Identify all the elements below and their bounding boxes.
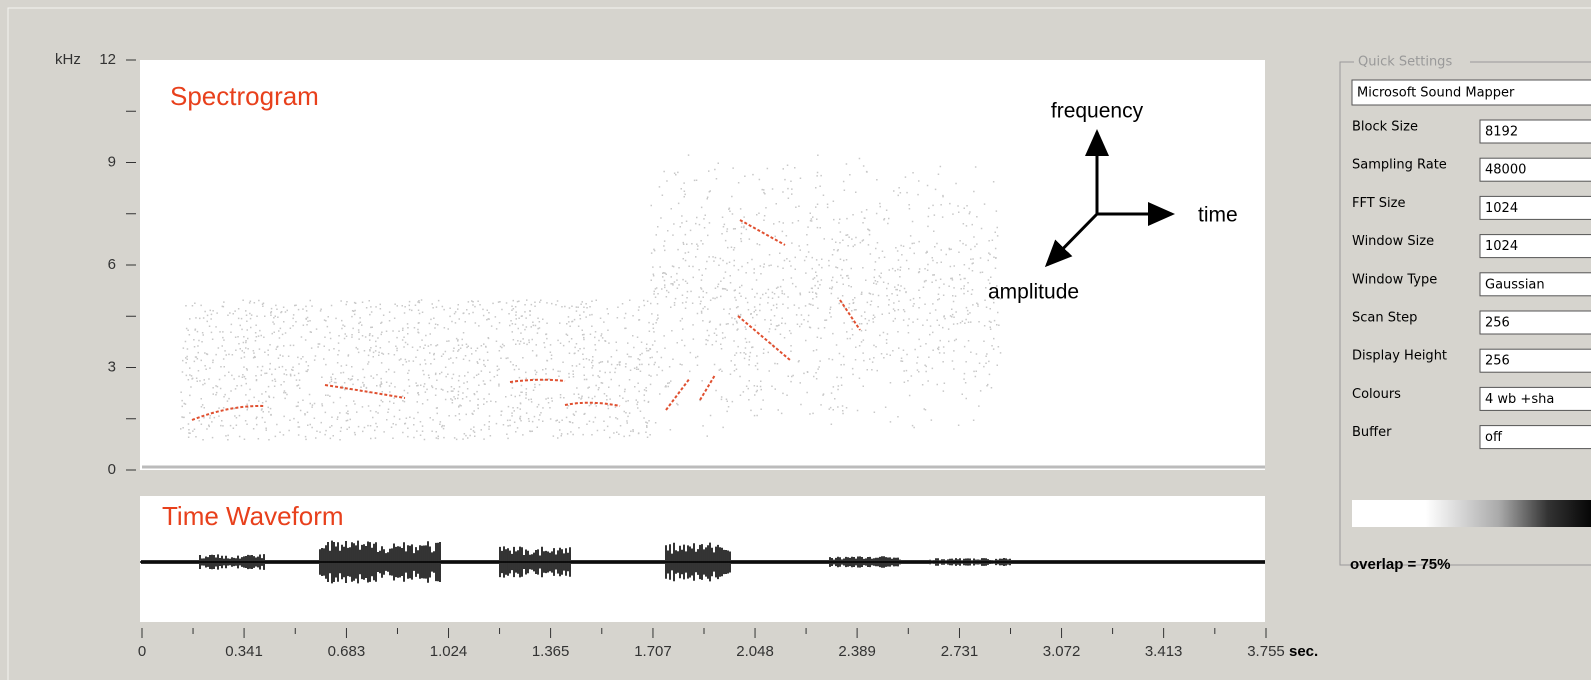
field-box[interactable] (1479, 195, 1591, 220)
x-tick-label: 3.072 (1043, 643, 1081, 660)
frequency-label: frequency (1051, 100, 1144, 123)
x-unit: sec. (1289, 643, 1318, 660)
field-value: 256 (1485, 316, 1510, 331)
field-box[interactable] (1479, 157, 1591, 182)
y-tick-label: 9 (108, 153, 116, 170)
overlap-label: overlap = 75% (1350, 556, 1450, 573)
field-label: Scan Step (1352, 311, 1417, 326)
spectrogram-trace (191, 219, 861, 421)
y-unit: kHz (55, 51, 81, 68)
x-tick-label: 1.365 (532, 643, 570, 660)
field-value: off (1485, 430, 1503, 445)
field-label: FFT Size (1352, 196, 1406, 211)
y-tick-label: 6 (108, 256, 116, 273)
field-value: 8192 (1485, 125, 1518, 140)
x-tick-label: 0.683 (328, 643, 366, 660)
waveform-path (140, 540, 1265, 584)
field-box[interactable] (1479, 310, 1591, 335)
spectrogram-image (142, 154, 1265, 469)
field-box[interactable] (1479, 272, 1591, 297)
y-tick-label: 0 (108, 461, 116, 478)
frame (7, 7, 1591, 680)
x-tick-label: 2.731 (941, 643, 979, 660)
field-value: 1024 (1485, 239, 1518, 254)
x-tick-label: 0.341 (225, 643, 263, 660)
quick-settings: Quick Settings Microsoft Sound Mapper ov… (1339, 55, 1591, 573)
x-tick-label: 1.707 (634, 643, 672, 660)
spectrogram-panel (140, 60, 1265, 470)
x-tick-label: 2.048 (736, 643, 774, 660)
device-name: Microsoft Sound Mapper (1357, 86, 1515, 101)
group-box (1339, 61, 1591, 566)
field-box[interactable] (1479, 234, 1591, 259)
x-tick-label: 1.024 (430, 643, 468, 660)
waveform-label: Time Waveform (162, 501, 344, 531)
field-value: 1024 (1485, 201, 1518, 216)
field-value: Gaussian (1485, 277, 1545, 292)
time-label: time (1198, 204, 1238, 227)
spectrogram-noise (180, 154, 1002, 441)
device-select[interactable] (1351, 79, 1591, 106)
amplitude-label: amplitude (988, 281, 1079, 304)
x-tick-label: 3.413 (1145, 643, 1183, 660)
x-tick-label: 3.755 (1247, 643, 1285, 660)
field-label: Display Height (1352, 349, 1447, 364)
field-label: Block Size (1352, 120, 1418, 135)
field-label: Window Type (1352, 272, 1437, 287)
amplitude-arrow (1044, 212, 1099, 268)
y-tick-label: 3 (108, 358, 116, 375)
field-value: 48000 (1485, 163, 1526, 178)
field-box[interactable] (1479, 348, 1591, 373)
colour-scale (1352, 500, 1591, 527)
y-tick-label: 12 (99, 51, 116, 68)
x-tick-label: 2.389 (838, 643, 876, 660)
field-label: Sampling Rate (1352, 158, 1447, 173)
group-title: Quick Settings (1358, 55, 1452, 70)
field-box[interactable] (1479, 119, 1591, 144)
field-box[interactable] (1479, 425, 1591, 450)
spectrogram-label: Spectrogram (170, 81, 319, 111)
field-label: Colours (1352, 387, 1401, 402)
field-value: 4 wb +sha (1485, 392, 1554, 407)
field-box[interactable] (1479, 386, 1591, 411)
field-label: Buffer (1352, 425, 1392, 440)
field-label: Window Size (1352, 234, 1434, 249)
waveform-trace (140, 540, 1265, 584)
field-value: 256 (1485, 354, 1510, 369)
x-tick-label: 0 (138, 643, 146, 660)
